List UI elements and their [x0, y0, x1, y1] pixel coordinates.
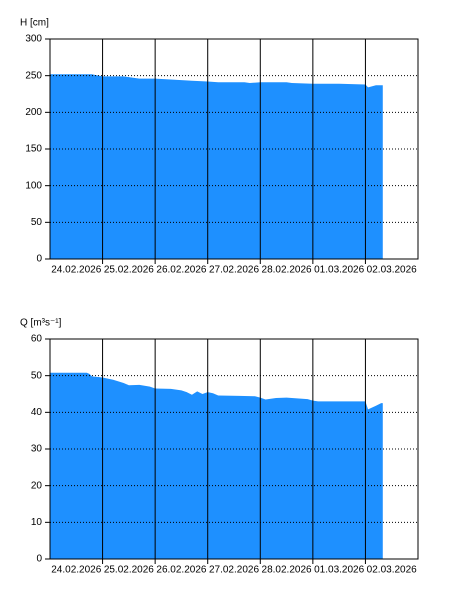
- axis-title: H [cm]: [20, 18, 49, 29]
- x-tick-label: 02.03.2026: [367, 265, 417, 276]
- plot-frame: [49, 38, 419, 260]
- y-tick-label: 40: [31, 407, 43, 418]
- axis-title: Q [m³s⁻¹]: [20, 318, 62, 329]
- area: [50, 372, 383, 559]
- x-tick-label: 02.03.2026: [367, 565, 417, 576]
- x-tick-label: 25.02.2026: [104, 265, 154, 276]
- y-tick-label: 10: [31, 517, 43, 528]
- x-tick-label: 28.02.2026: [262, 265, 312, 276]
- x-tick-label: 26.02.2026: [156, 265, 206, 276]
- y-tick-label: 100: [25, 180, 42, 191]
- x-tick-label: 26.02.2026: [156, 565, 206, 576]
- x-tick-label: 24.02.2026: [51, 265, 101, 276]
- y-tick-label: 30: [31, 444, 43, 455]
- x-tick-label: 24.02.2026: [51, 565, 101, 576]
- x-tick-label: 27.02.2026: [209, 565, 259, 576]
- x-tick-label: 01.03.2026: [314, 565, 364, 576]
- y-tick-label: 0: [36, 554, 42, 565]
- y-tick-label: 50: [31, 217, 43, 228]
- y-tick-label: 300: [25, 34, 42, 45]
- x-tick-label: 01.03.2026: [314, 265, 364, 276]
- y-tick-label: 60: [31, 334, 43, 345]
- x-tick-label: 28.02.2026: [262, 565, 312, 576]
- y-tick-label: 250: [25, 70, 42, 81]
- y-tick-label: 200: [25, 107, 42, 118]
- x-tick-label: 25.02.2026: [104, 565, 154, 576]
- area: [50, 74, 383, 259]
- y-tick-label: 0: [36, 254, 42, 265]
- x-tick-label: 27.02.2026: [209, 265, 259, 276]
- y-tick-label: 50: [31, 370, 43, 381]
- plot-frame: [49, 338, 419, 560]
- y-tick-label: 20: [31, 480, 43, 491]
- y-tick-label: 150: [25, 144, 42, 155]
